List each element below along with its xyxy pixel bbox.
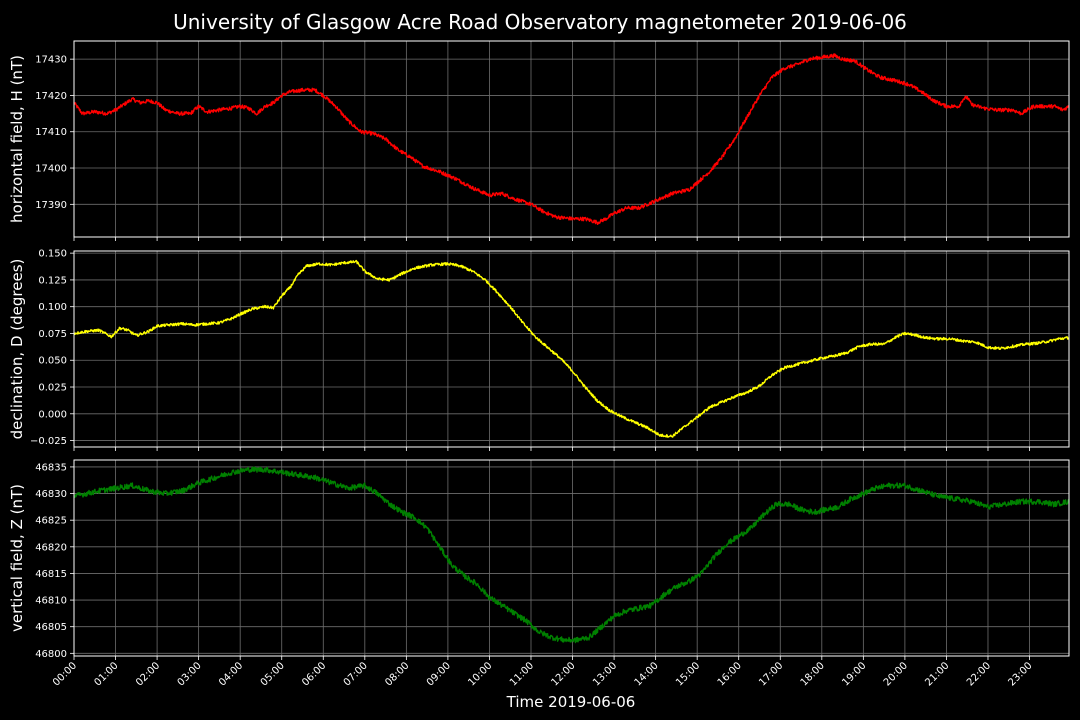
- declination-y-tick-label: 0.025: [38, 383, 67, 394]
- z-field-axes-frame: [73, 459, 1070, 657]
- z-field-y-tick-label: 46830: [35, 489, 67, 500]
- z-field-y-tick-label: 46825: [35, 516, 67, 527]
- declination-y-tick-label: 0.150: [38, 249, 67, 260]
- h-field-y-tick-label: 17430: [35, 55, 67, 66]
- h-field-y-tick-label: 17400: [35, 164, 67, 175]
- declination-y-tick-label: −0.025: [30, 436, 67, 447]
- h-field-y-tick-label: 17410: [35, 127, 67, 138]
- z-field-y-tick-label: 46805: [35, 622, 67, 633]
- x-axis-label: Time 2019-06-06: [506, 693, 636, 711]
- declination-y-tick-label: 0.125: [38, 275, 67, 286]
- z-field-y-axis-label: vertical field, Z (nT): [8, 484, 26, 632]
- declination-axes-frame: [73, 250, 1070, 448]
- h-field-axes-frame: [73, 40, 1070, 238]
- h-field-panel: 17390 17400 17410 17420 17430 horizontal fiel…: [8, 40, 1070, 241]
- declination-y-tick-label: 0.050: [38, 356, 67, 367]
- z-field-series-line: [73, 466, 1070, 644]
- z-field-y-tick-label: 46800: [35, 649, 67, 660]
- z-field-y-tick-label: 46835: [35, 462, 67, 473]
- declination-series-line: [73, 259, 1070, 438]
- h-field-y-tick-label: 17390: [35, 200, 67, 211]
- h-field-y-tick-label: 17420: [35, 91, 67, 102]
- declination-y-tick-label: 0.075: [38, 329, 67, 340]
- declination-panel: −0.025 0.000 0.025 0.050 0.075 0.100 0.125 0.15…: [8, 249, 1070, 451]
- chart-title: University of Glasgow Acre Road Observat…: [173, 10, 907, 34]
- z-field-y-tick-label: 46820: [35, 542, 67, 553]
- declination-y-tick-label: 0.100: [38, 302, 67, 313]
- declination-y-axis-label: declination, D (degrees): [8, 259, 26, 440]
- h-field-y-axis-label: horizontal field, H (nT): [8, 55, 26, 223]
- declination-y-tick-label: 0.000: [38, 409, 67, 420]
- h-field-series-line: [73, 53, 1070, 225]
- z-field-y-tick-label: 46810: [35, 596, 67, 607]
- z-field-y-tick-label: 46815: [35, 569, 67, 580]
